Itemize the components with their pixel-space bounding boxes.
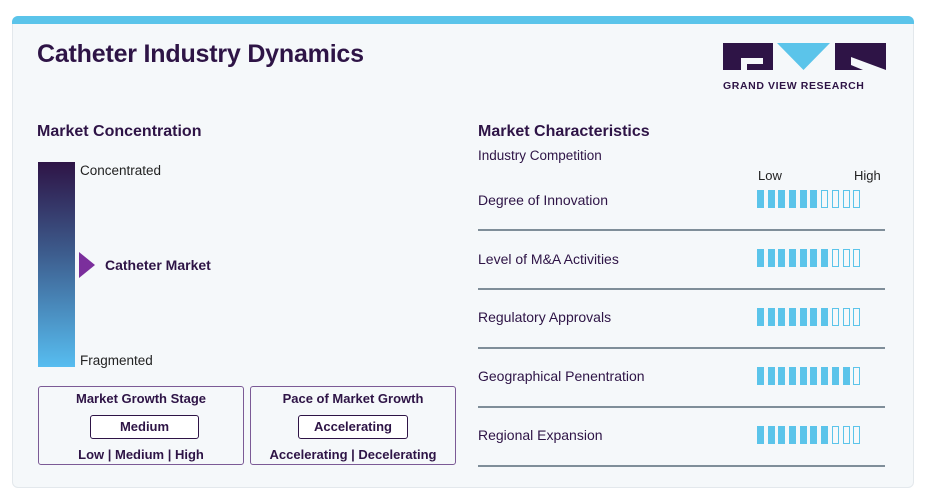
meter-segment-empty [842,249,850,267]
meter-segment-empty [831,426,839,444]
meter-segment-filled [789,190,797,208]
market-characteristics-heading: Market Characteristics [478,123,650,140]
meter-segment-filled [821,249,829,267]
meter-segment-filled [810,367,818,385]
meter-segment-filled [810,308,818,326]
meter-segment-filled [778,308,786,326]
meter-segment-filled [767,367,775,385]
meter-segment-filled [789,308,797,326]
meter-segment-filled [767,308,775,326]
page-title: Catheter Industry Dynamics [37,40,364,68]
meter-segment-filled [757,249,764,267]
meter-segment-empty [853,426,861,444]
meter-segment-filled [799,249,807,267]
meter-segment-empty [842,308,850,326]
scale-high-label: High [854,168,881,183]
meter-segment-filled [831,367,839,385]
card-top-accent [12,16,914,24]
meter-segment-filled [799,308,807,326]
meter-segment-empty [853,249,861,267]
market-growth-stage-box: Market Growth Stage Medium Low | Medium … [38,386,244,465]
meter-segment-filled [799,190,807,208]
scale-low-label: Low [758,168,782,183]
row-divider [478,288,885,290]
meter-segment-filled [789,426,797,444]
meter-segment-filled [767,426,775,444]
pace-of-growth-box: Pace of Market Growth Accelerating Accel… [250,386,456,465]
characteristic-level-meter [757,190,864,210]
meter-segment-filled [767,249,775,267]
meter-segment-filled [821,367,829,385]
row-divider [478,465,885,467]
meter-segment-filled [757,426,764,444]
row-divider [478,406,885,408]
concentrated-label: Concentrated [80,163,162,178]
industry-competition-subheading: Industry Competition [478,148,602,163]
meter-segment-filled [789,249,797,267]
meter-segment-filled [821,308,829,326]
characteristic-level-meter [757,426,864,446]
meter-segment-filled [757,190,764,208]
meter-segment-filled [757,367,764,385]
meter-segment-filled [810,426,818,444]
characteristic-label: Regional Expansion [478,427,603,443]
meter-segment-filled [778,190,786,208]
meter-segment-empty [842,190,850,208]
characteristic-label: Level of M&A Activities [478,251,619,267]
meter-segment-empty [842,426,850,444]
meter-segment-filled [810,249,818,267]
meter-segment-empty [831,308,839,326]
growth-stage-options: Low | Medium | High [78,447,204,462]
meter-segment-filled [799,426,807,444]
meter-segment-filled [767,190,775,208]
meter-segment-empty [853,367,861,385]
growth-stage-title: Market Growth Stage [75,391,207,406]
meter-segment-filled [778,249,786,267]
characteristic-level-meter [757,308,864,328]
growth-pace-value: Accelerating [298,415,408,439]
meter-segment-filled [778,367,786,385]
characteristic-level-meter [757,249,864,269]
catheter-market-label: Catheter Market [105,257,211,273]
characteristic-label: Regulatory Approvals [478,309,612,325]
growth-stage-value: Medium [90,415,199,439]
meter-segment-filled [757,308,764,326]
characteristic-level-meter [757,367,864,387]
concentration-gradient-bar [38,162,75,367]
meter-segment-empty [831,249,839,267]
meter-segment-filled [789,367,797,385]
growth-pace-options: Accelerating | Decelerating [269,447,437,462]
meter-segment-empty [831,190,839,208]
market-pointer-icon [79,252,95,278]
row-divider [478,347,885,349]
meter-segment-empty [821,190,829,208]
growth-pace-title: Pace of Market Growth [282,391,424,406]
meter-segment-filled [810,190,818,208]
market-concentration-heading: Market Concentration [37,123,202,140]
logo-mark-icon [723,43,886,70]
meter-segment-empty [853,308,861,326]
row-divider [478,229,885,231]
meter-segment-filled [778,426,786,444]
fragmented-label: Fragmented [80,353,153,368]
characteristic-label: Degree of Innovation [478,192,608,208]
brand-logo: GRAND VIEW RESEARCH [723,43,886,93]
logo-text: GRAND VIEW RESEARCH [723,80,865,92]
meter-segment-filled [799,367,807,385]
characteristic-label: Geographical Penentration [478,368,645,384]
meter-segment-empty [853,190,861,208]
meter-segment-filled [842,367,850,385]
meter-segment-filled [821,426,829,444]
